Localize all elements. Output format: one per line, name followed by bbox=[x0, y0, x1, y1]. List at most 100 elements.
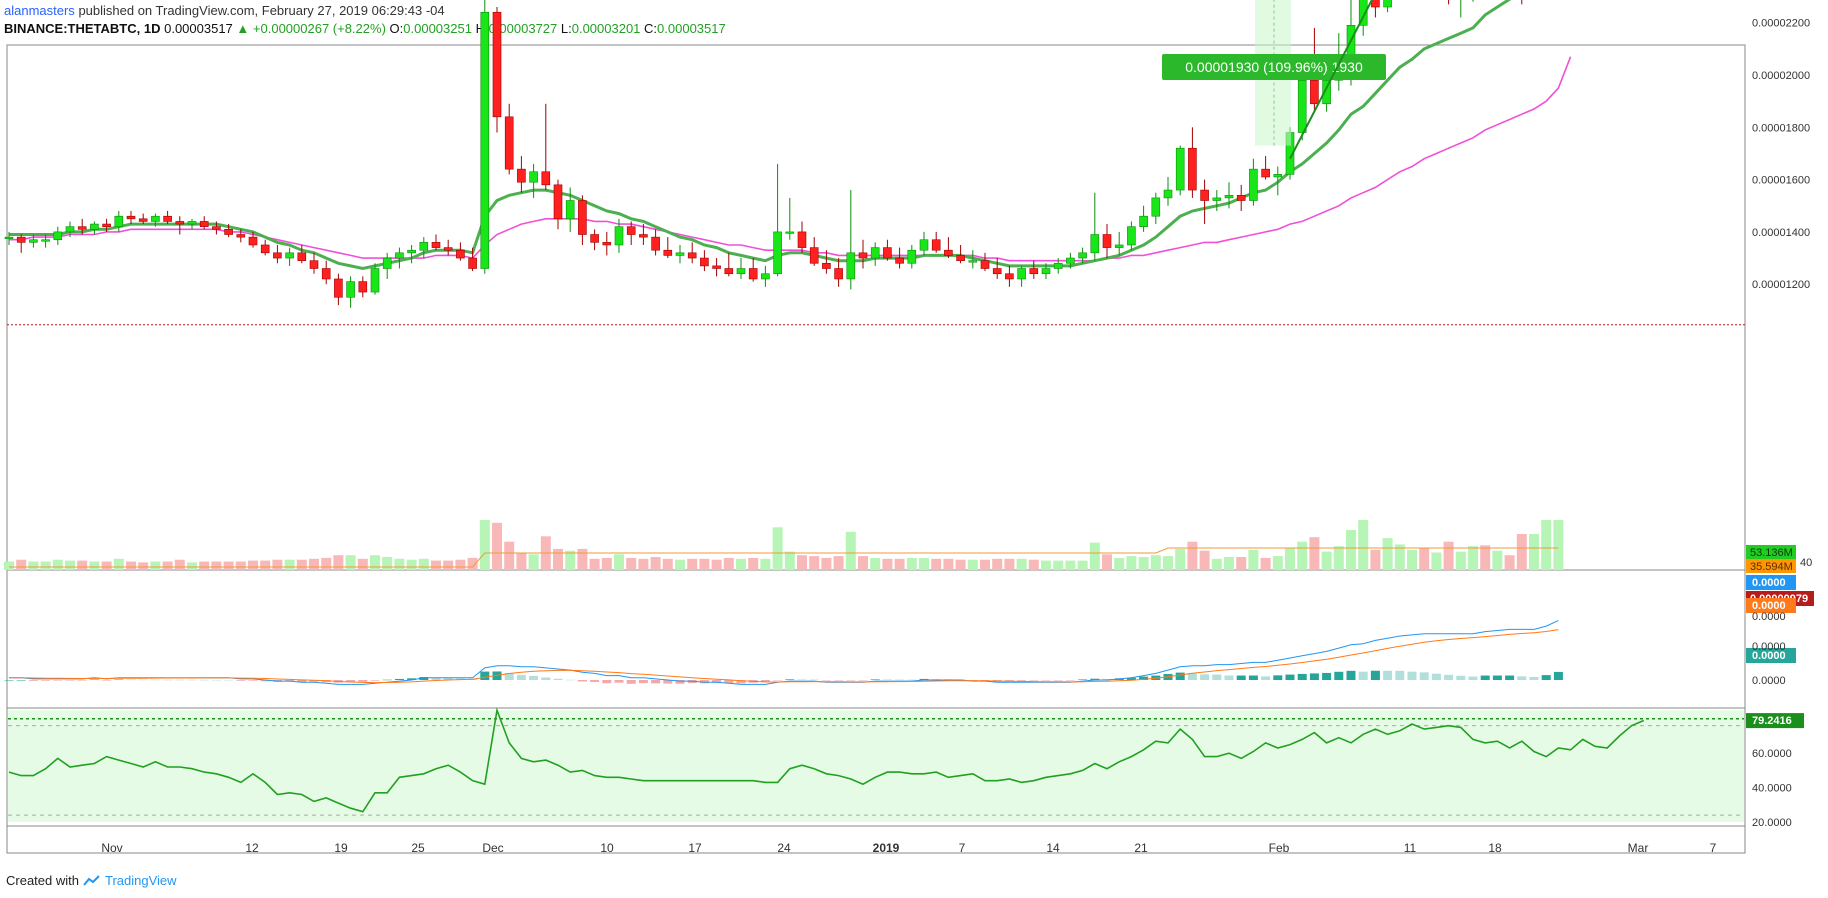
candle-body bbox=[468, 257, 477, 269]
candle-body bbox=[309, 260, 319, 269]
macd-signal-line bbox=[9, 629, 1559, 684]
author-name[interactable]: alanmasters bbox=[4, 3, 75, 18]
candle-body bbox=[1102, 234, 1112, 248]
volume-bar bbox=[967, 559, 978, 570]
candle-body bbox=[1371, 0, 1380, 8]
macd-histogram-bar bbox=[565, 679, 575, 681]
macd-histogram-bar bbox=[1444, 674, 1454, 680]
volume-bar bbox=[309, 558, 319, 570]
macd-histogram-bar bbox=[1126, 677, 1136, 680]
macd-histogram-bar bbox=[1151, 675, 1161, 680]
volume-bar bbox=[223, 561, 234, 570]
volume-bar bbox=[260, 560, 271, 570]
volume-bar bbox=[28, 561, 39, 570]
trend-arrow-line[interactable] bbox=[1289, 0, 1545, 160]
candle-body bbox=[1041, 268, 1051, 275]
candle-body bbox=[626, 226, 636, 235]
volume-bar bbox=[1175, 548, 1186, 570]
candle-body bbox=[1236, 194, 1246, 201]
candle-body bbox=[663, 249, 673, 256]
candle-body bbox=[16, 236, 26, 243]
measure-label-box bbox=[1162, 54, 1386, 80]
candle-body bbox=[1224, 194, 1234, 199]
candle-body bbox=[504, 116, 514, 170]
macd-histogram-bar bbox=[675, 680, 685, 684]
candle-body bbox=[1249, 168, 1258, 201]
volume-bar bbox=[138, 562, 149, 570]
macd-histogram-bar bbox=[1273, 675, 1283, 680]
volume-bar bbox=[431, 560, 441, 570]
candle-body bbox=[492, 11, 502, 118]
candle-body bbox=[907, 249, 917, 264]
macd-histogram-bar bbox=[797, 679, 807, 680]
candle-body bbox=[1078, 252, 1087, 259]
candle-body bbox=[1005, 273, 1014, 280]
volume-bar bbox=[992, 558, 1003, 570]
candle-body bbox=[77, 226, 87, 230]
macd-histogram-bar bbox=[1200, 674, 1210, 680]
candle-body bbox=[1151, 197, 1161, 217]
macd-histogram-bar bbox=[114, 679, 124, 681]
tradingview-brand[interactable]: TradingView bbox=[104, 873, 177, 888]
macd-histogram-bar bbox=[224, 679, 234, 681]
volume-bar bbox=[1407, 549, 1417, 570]
macd-histogram-bar bbox=[1370, 670, 1380, 680]
low-value: 0.00003201 bbox=[571, 21, 641, 36]
macd-histogram-bar bbox=[590, 680, 600, 683]
symbol-name: BINANCE:THETABTC, 1D bbox=[4, 21, 161, 36]
volume-bar bbox=[1455, 551, 1466, 570]
open-value: 0.00003251 bbox=[403, 21, 472, 36]
macd-value-tag bbox=[1746, 648, 1796, 663]
close-label: C: bbox=[644, 21, 658, 36]
macd-histogram-bar bbox=[541, 677, 551, 680]
volume-bar bbox=[52, 559, 63, 570]
volume-bar bbox=[675, 559, 685, 570]
volume-bar bbox=[723, 557, 734, 570]
macd-histogram-bar bbox=[870, 679, 880, 680]
volume-bar bbox=[1089, 542, 1100, 570]
time-axis-label: 17 bbox=[688, 841, 702, 855]
macd-histogram-bar bbox=[358, 680, 368, 682]
volume-bar bbox=[1028, 559, 1039, 570]
macd-histogram-bar bbox=[1553, 671, 1563, 680]
candle-body bbox=[187, 221, 197, 225]
volume-bar bbox=[1321, 551, 1332, 570]
candle-body bbox=[614, 226, 624, 246]
macd-histogram-bar bbox=[724, 680, 734, 684]
volume-bar bbox=[370, 555, 380, 570]
last-price: 0.00003517 bbox=[164, 21, 233, 36]
volume-bar bbox=[1004, 558, 1015, 570]
macd-histogram-bar bbox=[431, 677, 441, 680]
candle-body bbox=[773, 231, 782, 275]
volume-bar bbox=[1382, 538, 1393, 570]
volume-bar bbox=[1285, 548, 1295, 570]
time-axis-label: 25 bbox=[411, 841, 425, 855]
volume-bar bbox=[882, 558, 893, 570]
volume-bar bbox=[845, 531, 856, 570]
measure-label: 0.00001930 (109.96%) 1930 bbox=[1185, 59, 1363, 75]
candle-body bbox=[151, 215, 160, 222]
volume-bar bbox=[1224, 557, 1234, 570]
macd-histogram-bar bbox=[1102, 678, 1112, 680]
moving-averages bbox=[9, 0, 1572, 271]
volume-bar bbox=[955, 559, 966, 570]
volume-bar bbox=[174, 559, 185, 570]
macd-histogram-bar bbox=[1224, 675, 1234, 680]
candle-body bbox=[395, 252, 404, 259]
candle-body bbox=[846, 252, 856, 280]
candle-body bbox=[1261, 168, 1270, 178]
rsi-background bbox=[8, 710, 1744, 822]
macd-histogram-bar bbox=[1187, 673, 1197, 680]
candle-body bbox=[883, 247, 892, 259]
price-axis-label: 0.00001400 bbox=[1752, 227, 1810, 239]
candle-body bbox=[29, 239, 38, 243]
macd-histogram-bar bbox=[443, 677, 453, 680]
macd-histogram-bar bbox=[187, 679, 197, 681]
candle-body bbox=[529, 171, 538, 183]
volume-bar bbox=[1553, 520, 1564, 570]
macd-histogram-bar bbox=[419, 677, 429, 680]
macd-histogram-bar bbox=[882, 679, 892, 681]
macd-histogram-bar bbox=[1236, 675, 1246, 680]
volume-bar bbox=[1053, 560, 1064, 570]
